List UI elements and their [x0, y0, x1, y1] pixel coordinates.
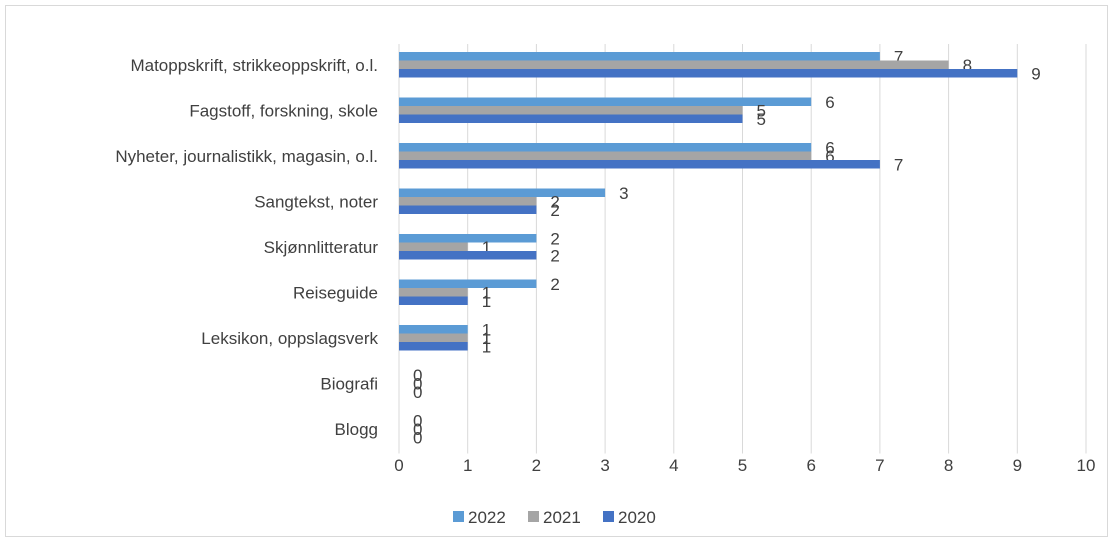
x-tick-label: 1 [463, 456, 472, 475]
bar-2022 [399, 143, 812, 152]
data-label: 6 [825, 93, 834, 112]
legend-label-2020: 2020 [618, 508, 656, 527]
data-label: 2 [550, 275, 559, 294]
data-label: 6 [825, 138, 834, 157]
data-label: 1 [482, 320, 491, 339]
bar-2022 [399, 234, 537, 243]
bar-2020 [399, 160, 880, 169]
legend-swatch-2022 [453, 511, 464, 522]
x-tick-label: 10 [1077, 456, 1096, 475]
x-tick-label: 8 [944, 456, 953, 475]
category-label: Reiseguide [293, 283, 378, 302]
category-label: Blogg [335, 420, 378, 439]
bar-2020 [399, 342, 468, 351]
bar-2020 [399, 251, 537, 260]
chart-frame [5, 5, 1108, 537]
data-label: 0 [413, 411, 422, 430]
category-label: Leksikon, oppslagsverk [201, 329, 378, 348]
x-tick-label: 7 [875, 456, 884, 475]
data-label: 0 [413, 374, 422, 393]
data-label: 6 [825, 147, 834, 166]
category-label: Sangtekst, noter [254, 192, 378, 211]
x-tick-label: 0 [394, 456, 403, 475]
bar-2021 [399, 333, 468, 342]
x-tick-label: 9 [1013, 456, 1022, 475]
data-label: 2 [550, 201, 559, 220]
data-label: 9 [1031, 64, 1040, 83]
bar-2020 [399, 114, 743, 123]
data-label: 3 [619, 184, 628, 203]
data-label: 1 [482, 283, 491, 302]
category-label: Biografi [320, 374, 378, 393]
bar-2022 [399, 325, 468, 334]
data-label: 1 [482, 337, 491, 356]
bar-2022 [399, 97, 812, 106]
x-tick-label: 5 [738, 456, 747, 475]
bar-2021 [399, 242, 468, 251]
data-label: 7 [894, 47, 903, 66]
bar-2020 [399, 205, 537, 214]
category-label: Nyheter, journalistikk, magasin, o.l. [115, 147, 378, 166]
legend-swatch-2021 [528, 511, 539, 522]
data-label: 0 [413, 428, 422, 447]
x-tick-label: 3 [600, 456, 609, 475]
category-label: Fagstoff, forskning, skole [189, 101, 378, 120]
bar-2022 [399, 52, 880, 61]
bar-2021 [399, 106, 743, 115]
data-label: 0 [413, 383, 422, 402]
x-tick-label: 4 [669, 456, 678, 475]
category-label: Matoppskrift, strikkeoppskrift, o.l. [130, 56, 378, 75]
bar-2021 [399, 60, 949, 69]
data-label: 8 [963, 56, 972, 75]
bar-2020 [399, 296, 468, 305]
data-label: 1 [482, 238, 491, 257]
data-label: 5 [757, 110, 766, 129]
legend-label-2021: 2021 [543, 508, 581, 527]
bar-2021 [399, 288, 468, 297]
data-label: 2 [550, 192, 559, 211]
data-label: 1 [482, 292, 491, 311]
bar-2022 [399, 188, 606, 197]
x-tick-label: 6 [806, 456, 815, 475]
data-label: 1 [482, 329, 491, 348]
legend-swatch-2020 [603, 511, 614, 522]
data-label: 7 [894, 155, 903, 174]
x-tick-label: 2 [532, 456, 541, 475]
data-label: 5 [757, 101, 766, 120]
data-label: 2 [550, 246, 559, 265]
data-label: 2 [550, 229, 559, 248]
legend-label-2022: 2022 [468, 508, 506, 527]
data-label: 0 [413, 420, 422, 439]
bar-2021 [399, 151, 812, 160]
bar-2022 [399, 279, 537, 288]
category-label: Skjønnlitteratur [264, 238, 379, 257]
data-label: 0 [413, 366, 422, 385]
bar-2021 [399, 197, 537, 206]
bar-2020 [399, 69, 1018, 78]
